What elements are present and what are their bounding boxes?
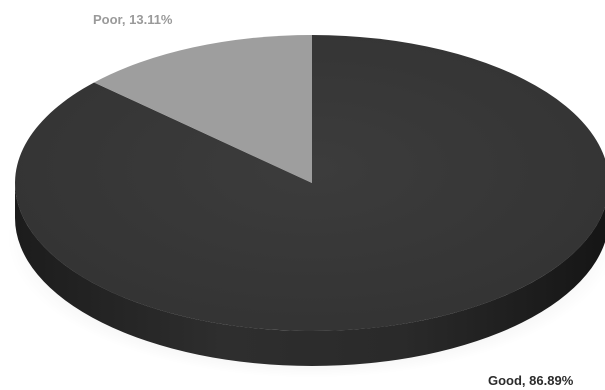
- pie-slice-good: [15, 35, 605, 331]
- slice-label-good: Good, 86.89%: [488, 373, 574, 388]
- pie-side: [15, 183, 605, 366]
- pie-slice-poor: [94, 35, 312, 183]
- pie-slices: [15, 35, 605, 331]
- slice-label-poor: Poor, 13.11%: [93, 12, 173, 27]
